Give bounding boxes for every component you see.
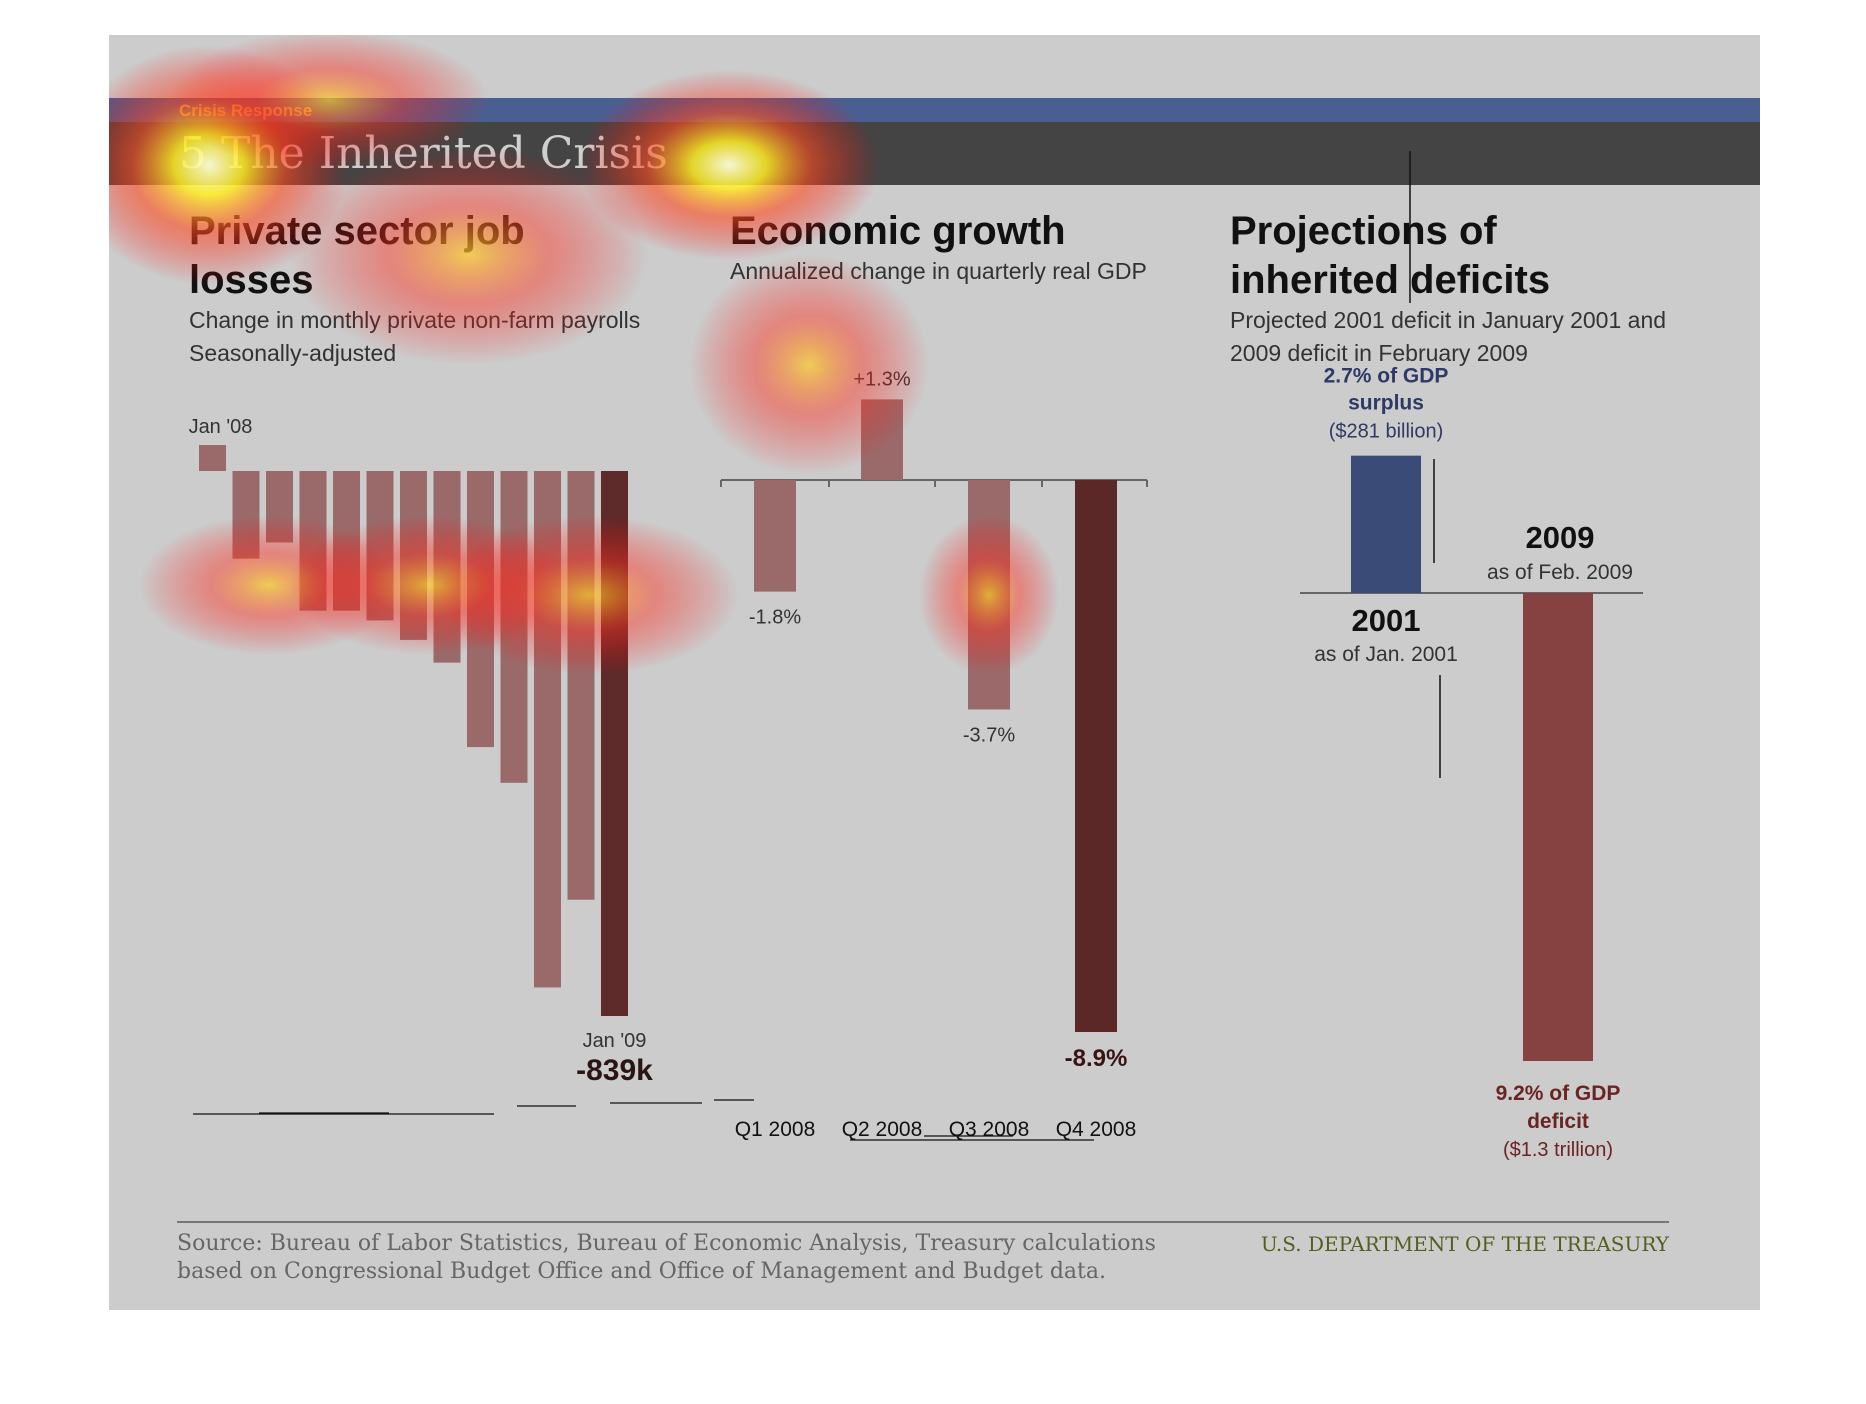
jobs-bar [567, 471, 595, 900]
jobs-bar [266, 471, 293, 543]
jobs-bar [199, 445, 226, 471]
jobs-bar [366, 471, 394, 621]
gdp-bar [754, 480, 796, 592]
deficit-bar [1523, 593, 1593, 1061]
deficit-chart-subtitle: Projected 2001 deficit in January 2001 a… [1230, 307, 1667, 366]
source-note: Source: Bureau of Labor Statistics, Bure… [177, 1231, 1156, 1284]
agency-name: U.S. DEPARTMENT OF THE TREASURY [1260, 1232, 1669, 1256]
jobs-end-value-label: -839k [576, 1054, 653, 1087]
jobs-bar [601, 471, 628, 1016]
jobs-bar [232, 471, 260, 559]
jobs-start-label: Jan '08 [189, 416, 253, 438]
gdp-bar [968, 480, 1010, 710]
surplus-type-label: surplus [1348, 392, 1424, 415]
year-2009-note: as of Feb. 2009 [1487, 561, 1633, 584]
deficit-chart-title: Projections of inherited deficits [1230, 209, 1551, 302]
deficit-type-label: deficit [1527, 1110, 1589, 1133]
year-2001-note: as of Jan. 2001 [1314, 643, 1458, 666]
slide: Crisis Response 5 The Inherited Crisis P… [109, 35, 1760, 1310]
gdp-category-label: Q3 2008 [949, 1118, 1030, 1141]
gdp-value-label: +1.3% [853, 368, 910, 390]
charts-canvas: Jan '08 Jan '09-839k -1.8% Q1 2008 +1.3% Q2 2… [189, 151, 1643, 1161]
surplus-value-label: 2.7% of GDP [1324, 365, 1449, 388]
surplus-bar [1351, 455, 1421, 593]
gdp-category-label: Q1 2008 [735, 1118, 816, 1141]
gdp-category-label: Q4 2008 [1056, 1118, 1137, 1141]
jobs-bar [534, 471, 561, 988]
year-2001-label: 2001 [1352, 603, 1421, 638]
jobs-bar [400, 471, 427, 640]
jobs-bar [500, 471, 528, 783]
gdp-value-label: -3.7% [963, 724, 1015, 746]
jobs-bar [433, 471, 461, 663]
jobs-bar [467, 471, 494, 748]
deficit-amount-label: ($1.3 trillion) [1503, 1139, 1613, 1161]
gdp-bar [1075, 480, 1117, 1032]
jobs-bar [333, 471, 360, 611]
deficit-value-label: 9.2% of GDP [1496, 1082, 1621, 1105]
gdp-bar [861, 399, 903, 480]
jobs-bar [299, 471, 327, 611]
gdp-value-label: -1.8% [749, 607, 801, 629]
year-2009-label: 2009 [1526, 520, 1595, 555]
jobs-end-label: Jan '09 [583, 1030, 647, 1052]
gdp-value-label: -8.9% [1065, 1045, 1128, 1072]
gdp-category-label: Q2 2008 [842, 1118, 923, 1141]
footer-rule [177, 1221, 1669, 1223]
surplus-amount-label: ($281 billion) [1329, 421, 1444, 443]
